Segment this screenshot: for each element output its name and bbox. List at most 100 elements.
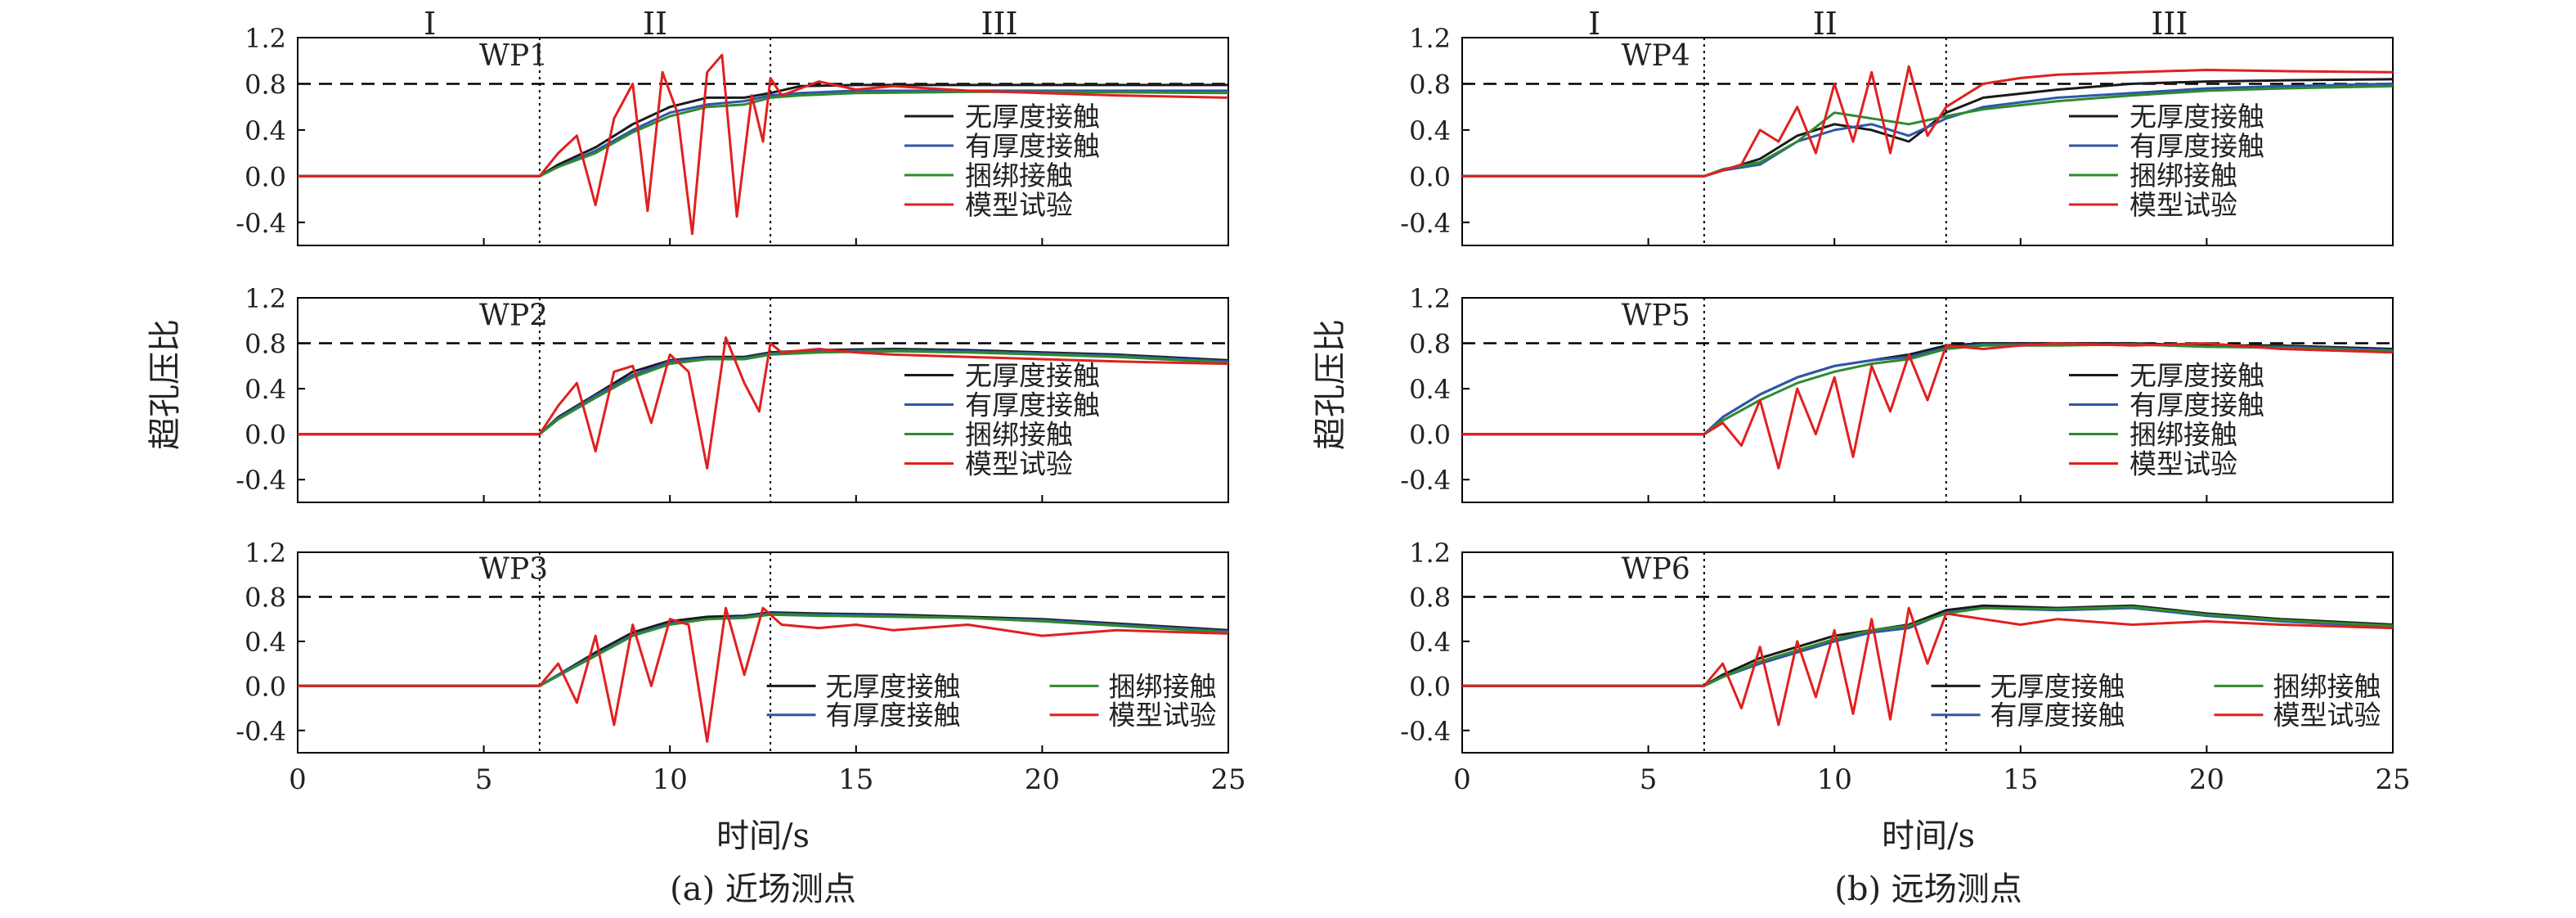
y-tick-label: 0.4	[1409, 115, 1451, 146]
x-tick-label: 10	[653, 763, 688, 796]
stage-label: I	[1588, 6, 1600, 42]
point-label-wp2: WP2	[479, 299, 548, 332]
legend-entry: 无厚度接触	[2129, 359, 2264, 391]
y-tick-label: 0.4	[245, 627, 286, 658]
legend-entry: 有厚度接触	[1990, 700, 2125, 731]
x-tick-label: 10	[1817, 763, 1852, 796]
y-tick-label: 1.2	[1409, 538, 1451, 569]
y-tick-label: 0.0	[1409, 671, 1451, 702]
y-tick-label: 0.8	[1409, 69, 1451, 100]
point-label-wp3: WP3	[479, 553, 548, 587]
y-tick-label: 0.8	[245, 329, 286, 360]
series-line	[1462, 82, 2394, 178]
panels-layer: -0.40.00.40.81.2 I II IIIWP1无厚度接触有厚度接触捆绑接触模…	[236, 6, 2410, 796]
y-tick-label: 0.0	[245, 671, 286, 702]
series-line	[1462, 343, 2394, 436]
y-tick-label: 0.8	[245, 69, 286, 100]
y-tick-label: 0.0	[245, 161, 286, 192]
legend-entry: 模型试验	[1109, 700, 1217, 731]
stage-label: I	[424, 6, 436, 42]
point-label-wp1: WP1	[479, 39, 548, 73]
y-tick-label: 1.2	[245, 23, 286, 54]
x-axis-label-right: 时间/s	[1882, 817, 1975, 855]
x-tick-label: 5	[475, 763, 493, 796]
legend-entry: 模型试验	[2273, 700, 2381, 731]
plot-frame	[297, 37, 1229, 246]
series-line	[298, 53, 1229, 236]
series-line	[1462, 65, 2394, 178]
y-tick-label: 0.8	[245, 582, 286, 613]
stage-label: III	[2151, 6, 2188, 42]
y-tick-label: -0.4	[1400, 716, 1451, 747]
plot-frame	[1461, 37, 2394, 246]
legend-entry: 无厚度接触	[1990, 670, 2125, 702]
chart-wp4: -0.40.00.40.81.2 I II IIIWP4无厚度接触有厚度接触捆绑接触模…	[1400, 6, 2394, 246]
y-tick-label: 0.4	[1409, 374, 1451, 405]
x-tick-label: 25	[1210, 763, 1245, 796]
y-tick-label: 0.0	[1409, 161, 1451, 192]
point-label-wp4: WP4	[1622, 39, 1690, 73]
legend-entry: 有厚度接触	[965, 389, 1100, 421]
legend-entry: 模型试验	[965, 189, 1073, 221]
point-label-wp5: WP5	[1622, 299, 1690, 332]
y-axis-label-right: 超孔压比	[1312, 319, 1349, 450]
y-tick-label: 1.2	[1409, 23, 1451, 54]
y-tick-label: 0.4	[245, 374, 286, 405]
y-tick-label: 1.2	[1409, 283, 1451, 314]
y-tick-label: 0.4	[1409, 627, 1451, 658]
y-tick-label: 0.8	[1409, 582, 1451, 613]
legend-entry: 捆绑接触	[965, 160, 1073, 191]
x-tick-label: 20	[2189, 763, 2224, 796]
legend-entry: 捆绑接触	[2129, 160, 2237, 191]
x-tick-label: 0	[289, 763, 307, 796]
x-tick-label: 15	[2003, 763, 2038, 796]
y-tick-label: -0.4	[236, 465, 286, 496]
y-tick-label: 0.0	[245, 420, 286, 451]
legend-entry: 无厚度接触	[826, 670, 961, 702]
x-tick-label: 15	[838, 763, 873, 796]
y-axis-label-left: 超孔压比	[146, 319, 184, 450]
series-line	[1462, 342, 2394, 470]
plot-frame	[1461, 297, 2394, 503]
series-line	[298, 336, 1229, 470]
legend-entry: 模型试验	[965, 448, 1073, 479]
legend-entry: 无厚度接触	[2129, 101, 2264, 133]
chart-wp6: -0.4 0.0 0.4 0.8 1.2 0 5 10 15 20 25 WP6 无厚度接触 捆绑接触有厚…	[1400, 538, 2410, 796]
plot-frame	[1461, 551, 2394, 754]
legend-entry: 有厚度接触	[2129, 130, 2264, 162]
legend-entry: 有厚度接触	[2129, 389, 2264, 421]
legend-entry: 无厚度接触	[965, 101, 1100, 133]
y-tick-label: -0.4	[1400, 208, 1451, 239]
legend-entry: 有厚度接触	[826, 700, 961, 731]
y-tick-label: 0.0	[1409, 420, 1451, 451]
legend-entry: 捆绑接触	[1109, 670, 1217, 702]
stage-label: II	[1813, 6, 1838, 42]
legend-entry: 模型试验	[2129, 448, 2237, 479]
y-tick-label: -0.4	[1400, 465, 1451, 496]
legend-entry: 有厚度接触	[965, 130, 1100, 162]
series-line	[1462, 606, 2394, 727]
series-line	[298, 349, 1229, 436]
y-tick-label: 0.4	[245, 115, 286, 146]
chart-wp3: -0.4 0.0 0.4 0.8 1.2 0 5 10 15 20 25 WP3 无厚度接触 捆绑接触有厚…	[236, 538, 1245, 796]
plot-frame	[297, 551, 1229, 754]
legend-entry: 捆绑接触	[2129, 418, 2237, 450]
legend-entry: 捆绑接触	[2273, 670, 2381, 702]
series-line	[298, 613, 1229, 687]
x-tick-label: 25	[2375, 763, 2410, 796]
stage-label: II	[643, 6, 667, 42]
x-tick-label: 5	[1640, 763, 1658, 796]
series-line	[1462, 605, 2394, 687]
x-axis-label-left: 时间/s	[716, 817, 810, 855]
y-tick-label: -0.4	[236, 716, 286, 747]
chart-wp1: -0.40.00.40.81.2 I II IIIWP1无厚度接触有厚度接触捆绑接触模…	[236, 6, 1229, 246]
legend-entry: 模型试验	[2129, 189, 2237, 221]
plot-frame	[297, 297, 1229, 503]
stage-label: III	[981, 6, 1018, 42]
y-tick-label: 1.2	[245, 283, 286, 314]
y-tick-label: -0.4	[236, 208, 286, 239]
panel-caption-left: (a) 近场测点	[670, 871, 856, 908]
